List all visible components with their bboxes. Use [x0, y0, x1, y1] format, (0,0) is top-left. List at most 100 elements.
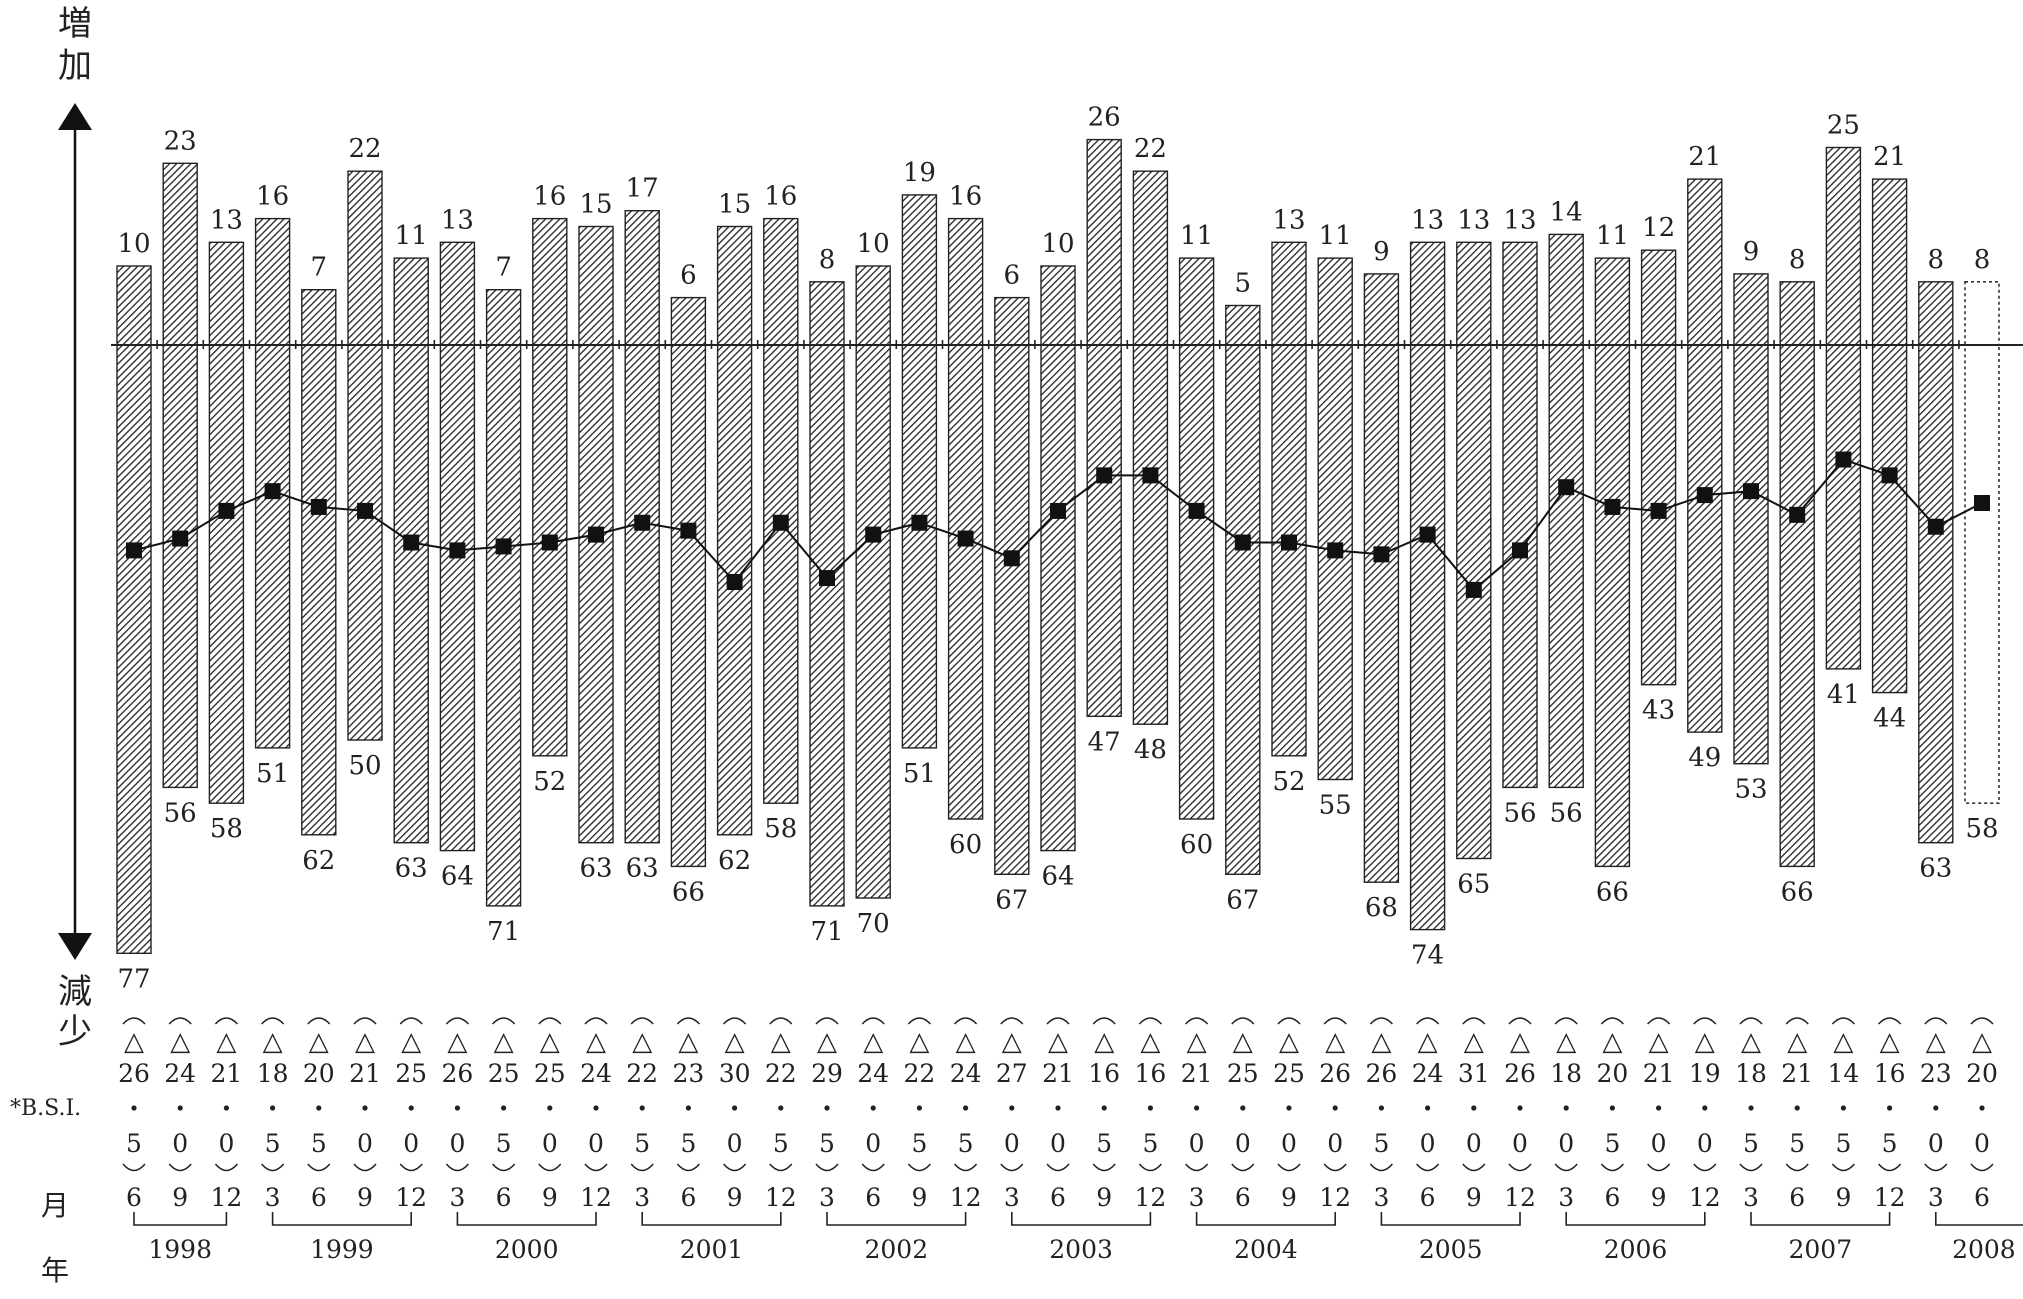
- month-label-value: 6: [865, 1183, 881, 1212]
- bsi-negative-sign: △: [1048, 1027, 1068, 1057]
- bsi-marker: [1327, 542, 1344, 559]
- month-label-value: 6: [311, 1183, 327, 1212]
- bsi-integer: 25: [488, 1059, 520, 1088]
- increase-value-label: 17: [626, 174, 659, 204]
- bsi-decimal-point: [1887, 1105, 1893, 1111]
- bsi-decimal-point: [870, 1105, 876, 1111]
- bsi-decimal: 0: [403, 1129, 419, 1158]
- month-label-value: 12: [1689, 1183, 1721, 1212]
- year-bracket: [456, 1212, 597, 1226]
- month-label-value: 12: [1134, 1183, 1166, 1212]
- increase-value-label: 21: [1688, 142, 1721, 172]
- bsi-negative-sign: △: [1187, 1027, 1207, 1057]
- increase-value-label: 25: [1827, 111, 1860, 141]
- bsi-decimal: 0: [1558, 1129, 1574, 1158]
- month-label-value: 9: [1466, 1183, 1482, 1212]
- bsi-decimal: 5: [311, 1129, 327, 1158]
- open-paren: [492, 1017, 516, 1025]
- increase-value-label: 13: [210, 205, 243, 235]
- month-label-value: 6: [1050, 1183, 1066, 1212]
- bsi-decimal-point: [1378, 1105, 1384, 1111]
- bsi-negative-sign: △: [586, 1027, 606, 1057]
- decrease-value-label: 56: [1550, 798, 1583, 828]
- decrease-value-label: 48: [1134, 735, 1167, 765]
- increase-bar: [208, 241, 245, 346]
- bsi-negative-sign: △: [1602, 1027, 1622, 1057]
- open-paren: [630, 1017, 654, 1025]
- decrease-bar: [208, 344, 245, 804]
- increase-bar: [254, 217, 291, 346]
- bsi-decimal: 5: [1604, 1129, 1620, 1158]
- increase-bar: [716, 225, 753, 346]
- bsi-decimal-point: [1979, 1105, 1985, 1111]
- bsi-decimal: 0: [1327, 1129, 1343, 1158]
- bsi-decimal-point: [1009, 1105, 1015, 1111]
- month-label-value: 9: [1281, 1183, 1297, 1212]
- decrease-bar: [1964, 344, 2000, 805]
- decrease-value-label: 49: [1688, 743, 1721, 773]
- bsi-integer: 25: [395, 1059, 427, 1088]
- bsi-integer: 24: [950, 1059, 982, 1088]
- open-paren: [399, 1017, 423, 1025]
- close-paren: [1416, 1163, 1440, 1172]
- decrease-value-label: 71: [487, 917, 520, 947]
- bsi-decimal: 0: [1928, 1129, 1944, 1158]
- increase-bar: [532, 217, 568, 346]
- increase-value-label: 26: [1088, 103, 1121, 133]
- month-label-value: 6: [1974, 1183, 1990, 1212]
- close-paren: [1785, 1163, 1809, 1172]
- bsi-marker: [1234, 534, 1251, 551]
- bsi-decimal: 0: [218, 1129, 234, 1158]
- bsi-decimal: 5: [680, 1129, 696, 1158]
- bsi-decimal: 0: [1697, 1129, 1713, 1158]
- bsi-marker: [1927, 518, 1944, 535]
- decrease-value-label: 66: [1781, 877, 1814, 907]
- bsi-negative-sign: △: [263, 1027, 283, 1057]
- bsi-marker: [218, 502, 235, 519]
- bsi-integer: 21: [1643, 1059, 1675, 1088]
- bsi-negative-sign: △: [1972, 1027, 1992, 1057]
- bsi-decimal: 0: [1235, 1129, 1251, 1158]
- decrease-value-label: 58: [764, 814, 797, 844]
- bsi-negative-sign: △: [1371, 1027, 1391, 1057]
- bsi-decimal-point: [1286, 1105, 1292, 1111]
- increase-bar: [347, 170, 383, 346]
- decrease-bar: [1871, 344, 1908, 694]
- bsi-negative-sign: △: [1787, 1027, 1807, 1057]
- open-paren: [538, 1017, 562, 1025]
- increase-value-label: 5: [1235, 269, 1252, 299]
- bsi-integer: 21: [1181, 1059, 1213, 1088]
- bsi-negative-sign: △: [956, 1027, 976, 1057]
- decrease-bar: [1548, 344, 1584, 789]
- arrow-down-icon: [58, 933, 92, 960]
- open-paren: [1831, 1017, 1855, 1025]
- bsi-marker: [726, 574, 743, 590]
- close-paren: [584, 1163, 608, 1172]
- bsi-marker: [957, 530, 974, 547]
- bsi-negative-sign: △: [124, 1027, 144, 1057]
- close-paren: [1323, 1163, 1347, 1172]
- decrease-value-label: 63: [1919, 854, 1952, 884]
- bsi-decimal: 5: [634, 1129, 650, 1158]
- close-paren: [168, 1163, 192, 1172]
- open-paren: [1277, 1017, 1301, 1025]
- bsi-integer: 31: [1458, 1059, 1490, 1088]
- month-label-value: 3: [1004, 1183, 1020, 1212]
- decrease-value-label: 70: [857, 909, 890, 939]
- decrease-bar: [1040, 344, 1076, 852]
- open-paren: [1647, 1017, 1671, 1025]
- bsi-decimal: 5: [1882, 1129, 1898, 1158]
- close-paren: [723, 1163, 747, 1172]
- month-label-value: 9: [727, 1183, 743, 1212]
- decrease-bar: [116, 344, 152, 954]
- bsi-negative-sign: △: [1233, 1027, 1253, 1057]
- bsi-integer: 26: [118, 1059, 150, 1088]
- decrease-value-label: 52: [1272, 767, 1305, 797]
- bsi-negative-sign: △: [1325, 1027, 1345, 1057]
- increase-bar: [1363, 273, 1400, 346]
- increase-bar: [439, 241, 476, 346]
- bsi-integer: 24: [580, 1059, 612, 1088]
- bsi-integer: 26: [1319, 1059, 1351, 1088]
- close-paren: [492, 1163, 516, 1172]
- decrease-bar: [1086, 344, 1122, 717]
